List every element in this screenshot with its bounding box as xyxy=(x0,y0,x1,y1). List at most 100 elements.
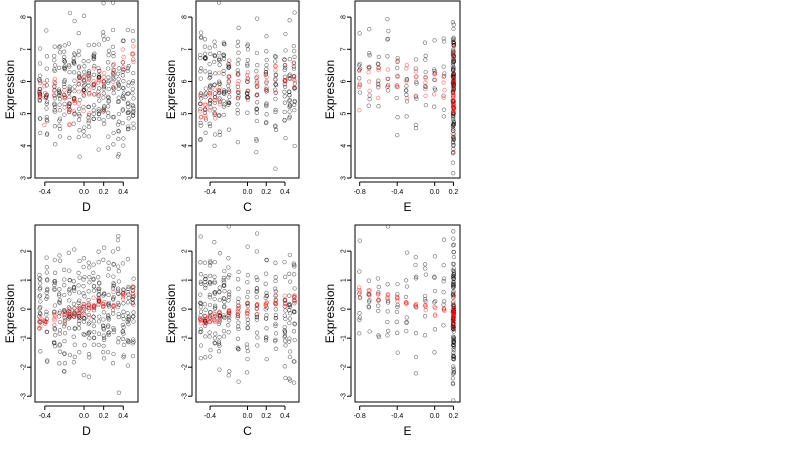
observed-point xyxy=(86,297,91,303)
observed-point xyxy=(197,137,203,142)
observed-point xyxy=(131,310,136,315)
fitted-point xyxy=(441,307,446,312)
observed-point xyxy=(116,111,122,117)
observed-point xyxy=(45,119,50,124)
fitted-point xyxy=(450,99,456,105)
observed-point xyxy=(91,270,96,275)
fitted-point xyxy=(86,307,92,312)
fitted-point xyxy=(121,54,126,60)
observed-point xyxy=(235,43,240,49)
observed-point xyxy=(71,56,76,61)
x-tick-label: 0.4 xyxy=(280,413,290,420)
observed-point xyxy=(235,315,240,320)
fitted-point xyxy=(52,76,58,82)
observed-point xyxy=(245,79,250,84)
observed-point xyxy=(111,86,117,91)
observed-point xyxy=(106,110,111,115)
observed-point xyxy=(52,344,58,349)
observed-point xyxy=(264,290,269,295)
observed-point xyxy=(287,109,292,114)
observed-point xyxy=(131,294,136,299)
fitted-point xyxy=(395,74,400,80)
fitted-point xyxy=(212,95,218,100)
observed-point xyxy=(451,321,456,326)
observed-point xyxy=(217,335,222,340)
observed-point xyxy=(451,35,456,40)
observed-point xyxy=(208,74,213,80)
observed-point xyxy=(245,62,250,67)
y-tick-label: 2 xyxy=(341,249,348,253)
observed-point xyxy=(57,258,63,263)
observed-point xyxy=(395,281,400,287)
fitted-point xyxy=(203,115,208,121)
observed-point xyxy=(227,94,232,99)
observed-point xyxy=(255,100,260,105)
observed-point xyxy=(441,64,446,69)
fitted-point xyxy=(235,307,240,312)
observed-point xyxy=(451,295,456,300)
fitted-point xyxy=(451,56,456,62)
observed-point xyxy=(422,314,428,319)
observed-point xyxy=(121,95,126,100)
fitted-point xyxy=(96,68,102,74)
observed-point xyxy=(263,281,268,286)
observed-point xyxy=(273,260,278,265)
fitted-point xyxy=(255,302,260,307)
x-axis-title: C xyxy=(243,200,252,214)
observed-point xyxy=(450,67,456,72)
observed-point xyxy=(106,98,111,103)
fitted-point xyxy=(385,84,390,89)
observed-point xyxy=(96,111,101,117)
observed-point xyxy=(404,250,410,255)
observed-point xyxy=(385,54,390,59)
observed-point xyxy=(86,115,91,120)
observed-point xyxy=(130,91,135,96)
observed-point xyxy=(67,10,73,16)
observed-point xyxy=(255,277,260,282)
observed-point xyxy=(52,93,57,99)
fitted-point xyxy=(111,84,116,90)
observed-point xyxy=(116,311,121,317)
observed-point xyxy=(62,78,67,83)
observed-point xyxy=(72,18,77,24)
fitted-point xyxy=(72,309,77,315)
observed-point xyxy=(245,273,251,278)
observed-point xyxy=(423,84,429,90)
observed-point xyxy=(375,276,381,281)
fitted-point xyxy=(77,307,82,312)
fitted-point xyxy=(413,74,418,79)
fitted-point xyxy=(96,297,101,303)
observed-point xyxy=(203,51,208,56)
observed-point xyxy=(207,69,213,75)
observed-point xyxy=(131,319,136,324)
fitted-point xyxy=(376,82,381,88)
fitted-point xyxy=(102,299,107,305)
fitted-point xyxy=(264,85,269,90)
fitted-point xyxy=(366,64,371,70)
observed-point xyxy=(227,289,232,295)
observed-point xyxy=(367,329,372,334)
fitted-point xyxy=(292,84,297,90)
observed-point xyxy=(451,398,456,403)
observed-point xyxy=(125,310,130,316)
fitted-point xyxy=(71,314,77,319)
observed-point xyxy=(207,302,213,308)
observed-point xyxy=(77,306,82,311)
observed-point xyxy=(366,65,372,71)
observed-point xyxy=(76,300,81,305)
fitted-point xyxy=(217,85,222,90)
observed-point xyxy=(198,55,203,61)
fitted-point xyxy=(292,293,297,298)
y-tick-label: -3 xyxy=(182,393,189,399)
observed-point xyxy=(121,342,127,348)
observed-point xyxy=(126,91,131,96)
observed-point xyxy=(395,73,400,78)
observed-point xyxy=(273,166,278,171)
observed-point xyxy=(226,309,232,314)
observed-point xyxy=(198,69,203,74)
observed-point xyxy=(385,36,391,42)
observed-point xyxy=(67,109,72,115)
observed-point xyxy=(62,84,67,90)
observed-point xyxy=(38,311,43,316)
fitted-point xyxy=(96,77,101,82)
